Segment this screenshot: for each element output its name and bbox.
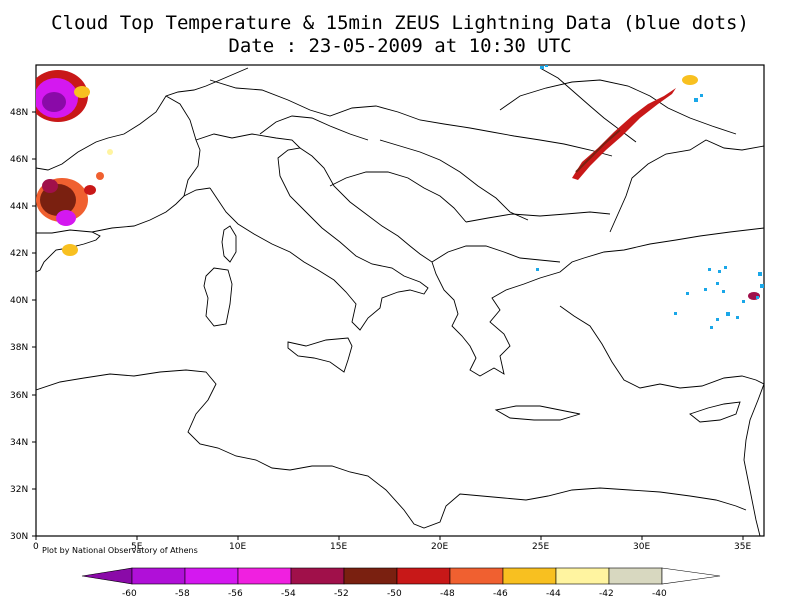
credit-text: Plot by National Observatory of Athens	[42, 546, 198, 555]
lon-label: 0	[33, 542, 39, 552]
lon-label: 5E	[131, 542, 143, 552]
colorbar-label: -54	[281, 589, 296, 599]
colorbar-label: -40	[652, 589, 667, 599]
latitude-axis: 30N 32N 34N 36N 38N 40N 42N 44N 46N 48N	[10, 108, 36, 542]
colorbar-segment	[343, 567, 398, 585]
lat-label: 46N	[10, 155, 28, 165]
map-title: Cloud Top Temperature & 15min ZEUS Light…	[51, 12, 749, 34]
colorbar-segment	[81, 567, 133, 585]
lat-label: 36N	[10, 391, 28, 401]
colorbar-segment	[661, 567, 721, 585]
colorbar-label: -56	[228, 589, 243, 599]
map-frame	[35, 64, 765, 537]
colorbar-label: -50	[387, 589, 402, 599]
map-date: Date : 23-05-2009 at 10:30 UTC	[228, 35, 572, 57]
lightning-dots	[536, 65, 764, 329]
colorbar-segment	[555, 567, 610, 585]
lat-label: 32N	[10, 485, 28, 495]
colorbar-segment	[237, 567, 292, 585]
colorbar-segment	[290, 567, 345, 585]
colorbar-segment	[449, 567, 504, 585]
colorbar: -60 -58 -56 -54 -52 -50 -48 -46 -44 -42 …	[81, 567, 721, 599]
lon-label: 30E	[633, 542, 650, 552]
lat-label: 34N	[10, 438, 28, 448]
colorbar-label: -60	[122, 589, 137, 599]
coastlines	[36, 67, 764, 536]
longitude-axis: 0 5E 10E 15E 20E 25E 30E 35E	[33, 536, 751, 552]
lat-label: 38N	[10, 343, 28, 353]
lon-label: 20E	[431, 542, 448, 552]
lon-label: 15E	[330, 542, 347, 552]
colorbar-segment	[184, 567, 239, 585]
colorbar-label: -48	[440, 589, 455, 599]
colorbar-segment	[131, 567, 186, 585]
cloud-top-patches	[36, 70, 760, 300]
lon-label: 25E	[532, 542, 549, 552]
colorbar-label: -44	[546, 589, 561, 599]
lon-label: 10E	[229, 542, 246, 552]
lat-label: 30N	[10, 532, 28, 542]
colorbar-label: -58	[175, 589, 190, 599]
lat-label: 44N	[10, 202, 28, 212]
colorbar-label: -42	[599, 589, 614, 599]
lat-label: 40N	[10, 296, 28, 306]
lat-label: 48N	[10, 108, 28, 118]
lon-label: 35E	[734, 542, 751, 552]
colorbar-segment	[396, 567, 451, 585]
colorbar-segment	[502, 567, 557, 585]
colorbar-label: -46	[493, 589, 508, 599]
colorbar-segment	[608, 567, 663, 585]
lat-label: 42N	[10, 249, 28, 259]
colorbar-label: -52	[334, 589, 349, 599]
